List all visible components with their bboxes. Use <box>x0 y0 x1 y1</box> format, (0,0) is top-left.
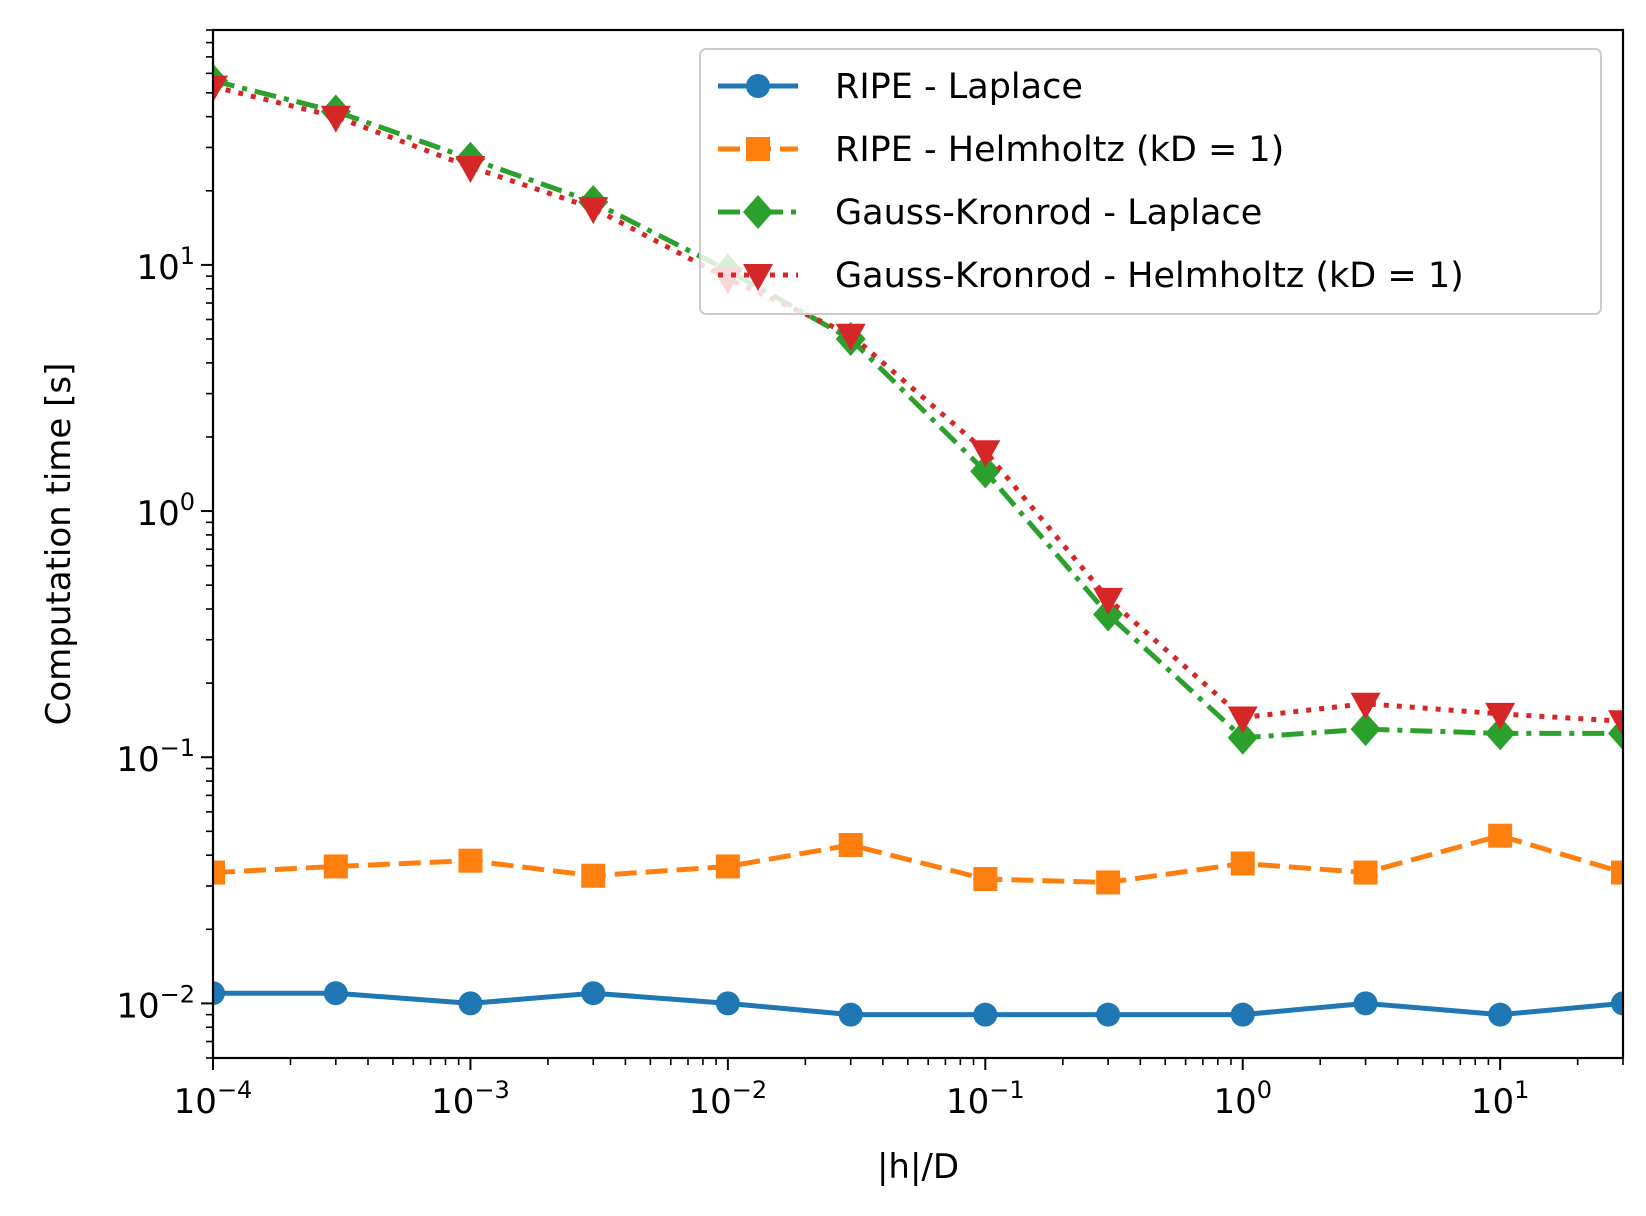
series-3 <box>213 75 1623 738</box>
data-point <box>835 323 866 351</box>
data-point <box>581 863 606 888</box>
data-point <box>213 860 225 885</box>
series-1 <box>213 823 1623 895</box>
data-point <box>323 981 348 1006</box>
data-point <box>1488 1002 1513 1027</box>
legend-entry: Gauss-Kronrod - Helmholtz (kD = 1) <box>718 256 1464 296</box>
legend-label: Gauss-Kronrod - Laplace <box>835 193 1262 233</box>
data-point <box>455 155 486 183</box>
data-point <box>1227 720 1258 755</box>
x-tick-label: 101 <box>1471 1076 1530 1122</box>
legend-entry: Gauss-Kronrod - Laplace <box>718 193 1262 233</box>
y-tick-label: 10−1 <box>116 734 195 780</box>
x-tick-label: 100 <box>1213 1076 1272 1122</box>
data-point <box>970 440 1001 468</box>
legend-label: RIPE - Laplace <box>835 67 1083 107</box>
series-layer <box>213 63 1623 1027</box>
data-point <box>715 854 740 879</box>
data-point <box>1093 587 1124 615</box>
legend-marker <box>743 195 773 229</box>
data-point <box>578 197 609 225</box>
y-tick-label: 100 <box>136 488 195 534</box>
data-point <box>973 867 998 892</box>
data-point <box>1230 1002 1255 1027</box>
legend-box <box>699 48 1602 315</box>
data-point <box>1611 991 1623 1016</box>
legend-label: RIPE - Helmholtz (kD = 1) <box>835 130 1284 170</box>
legend-marker <box>746 74 770 98</box>
data-point <box>1096 870 1121 895</box>
data-point <box>213 981 225 1006</box>
data-point <box>1230 851 1255 876</box>
data-point <box>973 1002 998 1027</box>
data-point <box>1227 706 1258 734</box>
data-point <box>213 75 228 103</box>
series-line <box>213 990 1623 1018</box>
data-point <box>838 1002 863 1027</box>
legend-marker <box>746 137 770 161</box>
data-point <box>1350 712 1381 747</box>
series-line <box>213 78 1623 741</box>
x-tick-label: 10−2 <box>689 1076 768 1122</box>
data-point <box>1485 702 1516 730</box>
legend-marker <box>743 264 773 291</box>
legend-entry: RIPE - Laplace <box>718 67 1083 107</box>
series-line <box>213 833 1623 885</box>
series-line <box>213 84 1623 724</box>
y-axis-ticks: 10−2 10−1 100 101 <box>116 29 213 1059</box>
legend-entry: RIPE - Helmholtz (kD = 1) <box>718 130 1284 170</box>
legend-label: Gauss-Kronrod - Helmholtz (kD = 1) <box>835 256 1464 296</box>
data-point <box>323 854 348 879</box>
data-point <box>1350 692 1381 720</box>
legend: RIPE - Laplace RIPE - Helmholtz (kD = 1) G… <box>699 48 1602 315</box>
x-axis-label: |h|/D <box>877 1147 959 1187</box>
data-point <box>320 105 351 133</box>
data-point <box>1353 860 1378 885</box>
data-point <box>1488 823 1513 848</box>
x-tick-label: 10−1 <box>946 1076 1025 1122</box>
data-point <box>458 848 483 873</box>
plot-frame <box>211 28 1625 1060</box>
y-tick-label: 101 <box>136 242 195 288</box>
data-point <box>1485 716 1516 751</box>
data-point <box>970 454 1001 489</box>
y-tick-label: 10−2 <box>116 980 195 1026</box>
data-point <box>1611 860 1623 885</box>
data-point <box>581 981 606 1006</box>
x-tick-label: 10−3 <box>431 1076 510 1122</box>
data-point <box>1353 991 1378 1016</box>
data-point <box>838 832 863 857</box>
y-axis-label: Computation time [s] <box>39 363 79 726</box>
data-point <box>1096 1002 1121 1027</box>
data-point <box>715 991 740 1016</box>
x-axis-ticks: 10−4 10−3 10−2 10−1 100 101 <box>174 1058 1624 1122</box>
data-point <box>458 991 483 1016</box>
x-tick-label: 10−4 <box>174 1076 253 1122</box>
data-point <box>1608 710 1623 738</box>
series-0 <box>213 981 1623 1027</box>
